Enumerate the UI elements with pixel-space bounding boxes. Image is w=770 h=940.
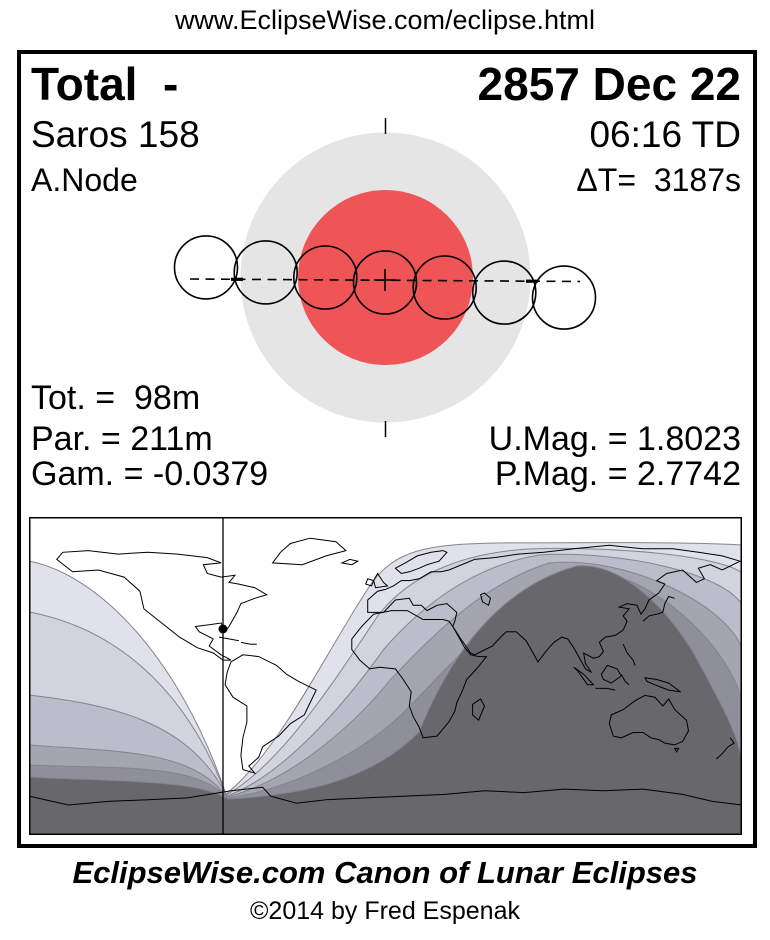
eclipse-date: 2857 Dec 22 xyxy=(477,58,741,110)
coastline-tasmania xyxy=(673,747,680,754)
footer-credit: ©2014 by Fred Espenak xyxy=(250,897,520,925)
coastline-philippines xyxy=(622,643,636,666)
moon-disk xyxy=(412,255,478,320)
coastline-africa xyxy=(351,610,488,739)
map-frame xyxy=(29,517,742,835)
delta-t-value: ΔT= 3187s xyxy=(576,162,741,198)
coastline-eurasia xyxy=(367,544,742,673)
moon-zenith-point xyxy=(218,624,228,634)
eclipse-panel: Total - 2857 Dec 22 Saros 158 06:16 TD A… xyxy=(17,50,757,848)
eclipse-time: 06:16 TD xyxy=(589,114,741,155)
coastline-java xyxy=(595,687,616,691)
totality-duration: Tot. = 98m xyxy=(31,379,201,417)
coastline-hispaniola xyxy=(240,641,257,645)
footer-title: EclipseWise.com Canon of Lunar Eclipses xyxy=(72,855,698,890)
coastline-antarctica xyxy=(28,786,743,806)
coastline-british-isles xyxy=(373,572,389,589)
visibility-map xyxy=(28,517,743,836)
coastline-scandinavia xyxy=(394,550,448,575)
shadow-diagram xyxy=(21,54,753,509)
eclipse-type-label: Total - xyxy=(31,58,179,110)
umbral-magnitude: U.Mag. = 1.8023 xyxy=(488,420,741,458)
coastline-new-guinea xyxy=(644,677,681,693)
coastline-sulawesi xyxy=(620,673,630,686)
moon-path-dashed-line xyxy=(189,278,581,283)
moon-disk xyxy=(233,240,298,305)
header-url: www.EclipseWise.com/eclipse.html xyxy=(174,5,596,35)
coastline-greenland xyxy=(271,537,347,566)
coastline-south-america xyxy=(224,654,317,775)
moon-disk xyxy=(292,245,358,310)
penumbral-magnitude: P.Mag. = 2.7742 xyxy=(494,455,741,493)
coastline-australia xyxy=(608,694,690,746)
partial-duration: Par. = 211m xyxy=(31,420,213,458)
saros-label: Saros 158 xyxy=(31,114,200,155)
coastline-ireland xyxy=(365,578,375,587)
moon-disk xyxy=(531,265,597,330)
coastline-iceland xyxy=(340,558,360,566)
coastline-borneo xyxy=(600,664,622,684)
moon-disk xyxy=(352,250,418,315)
gamma-value: Gam. = -0.0379 xyxy=(31,455,269,493)
moon-disk xyxy=(173,235,239,300)
coastline-new-zealand xyxy=(715,737,735,760)
coastline-japan xyxy=(642,595,675,622)
coastline-caspian-sea xyxy=(480,592,492,607)
coastline-sumatra xyxy=(573,666,595,686)
node-label: A.Node xyxy=(31,162,138,198)
moon-disk xyxy=(471,260,537,325)
coastline-madagascar xyxy=(472,698,486,722)
